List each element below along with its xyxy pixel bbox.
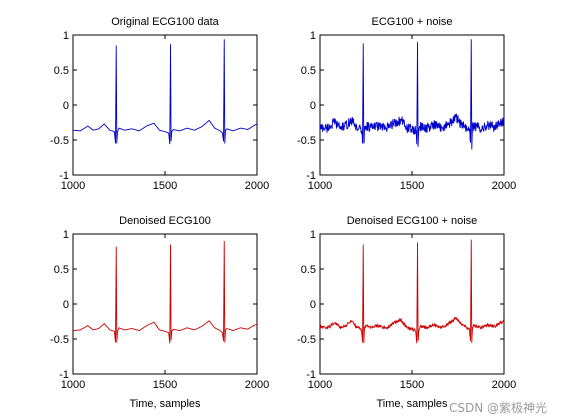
- x-tick-label: 1500: [153, 379, 177, 391]
- x-axis-label: Time, samples: [129, 398, 201, 410]
- y-tick-label: 0: [63, 299, 69, 311]
- y-tick-label: 1: [63, 229, 69, 241]
- chart-title: Denoised ECG100: [119, 215, 211, 227]
- y-tick-label: 1: [310, 229, 316, 241]
- y-tick-label: -1: [59, 170, 69, 182]
- x-tick-label: 2000: [492, 379, 516, 391]
- axes-box: [319, 233, 505, 375]
- chart-title: Denoised ECG100 + noise: [347, 215, 478, 227]
- y-tick-label: 0: [310, 299, 316, 311]
- x-tick-label: 1500: [400, 379, 424, 391]
- subplot-2: ECG100 + noise 1000 1500 2000 1 0.5 0 -0.5 -1: [297, 16, 516, 192]
- y-tick-label: 1: [310, 30, 316, 42]
- y-tick-label: -0.5: [50, 135, 69, 147]
- x-tick-label: 1000: [308, 180, 332, 192]
- x-tick-label: 1000: [308, 379, 332, 391]
- y-tick-label: 0: [63, 100, 69, 112]
- subplot-4: Denoised ECG100 + noise 1000 1500 2000 1 0.5 0…: [297, 215, 516, 410]
- x-tick-label: 1500: [153, 180, 177, 192]
- watermark: CSDN @紫极神光: [448, 401, 547, 415]
- y-tick-label: -0.5: [297, 135, 316, 147]
- x-tick-label: 1000: [61, 379, 85, 391]
- series-line: [72, 240, 258, 344]
- y-tick-label: 0.5: [301, 65, 316, 77]
- x-tick-label: 1000: [61, 180, 85, 192]
- x-tick-label: 2000: [245, 180, 269, 192]
- y-tick-label: 0.5: [301, 264, 316, 276]
- subplot-3: Denoised ECG100 1000 1500 2000 1 0.5 0 -0.5 -1 Ti…: [50, 215, 269, 410]
- y-tick-label: 0.5: [54, 65, 69, 77]
- axes-box: [319, 34, 505, 176]
- x-tick-label: 2000: [245, 379, 269, 391]
- y-tick-label: 0: [310, 100, 316, 112]
- y-tick-label: -0.5: [50, 334, 69, 346]
- series-line: [319, 239, 505, 344]
- chart-title: ECG100 + noise: [371, 16, 452, 28]
- y-tick-label: -1: [306, 369, 316, 381]
- axes-box: [72, 233, 258, 375]
- series-line: [72, 39, 258, 145]
- chart-title: Original ECG100 data: [111, 16, 219, 28]
- y-tick-label: -1: [306, 170, 316, 182]
- x-tick-label: 2000: [492, 180, 516, 192]
- axes-box: [72, 34, 258, 176]
- series-line: [319, 39, 505, 150]
- y-tick-label: -1: [59, 369, 69, 381]
- y-tick-label: 1: [63, 30, 69, 42]
- subplot-1: Original ECG100 data 1000 1500 2000 1 0.5 0 -0.…: [50, 16, 269, 192]
- x-axis-label: Time, samples: [376, 398, 448, 410]
- y-tick-label: 0.5: [54, 264, 69, 276]
- y-tick-label: -0.5: [297, 334, 316, 346]
- x-tick-label: 1500: [400, 180, 424, 192]
